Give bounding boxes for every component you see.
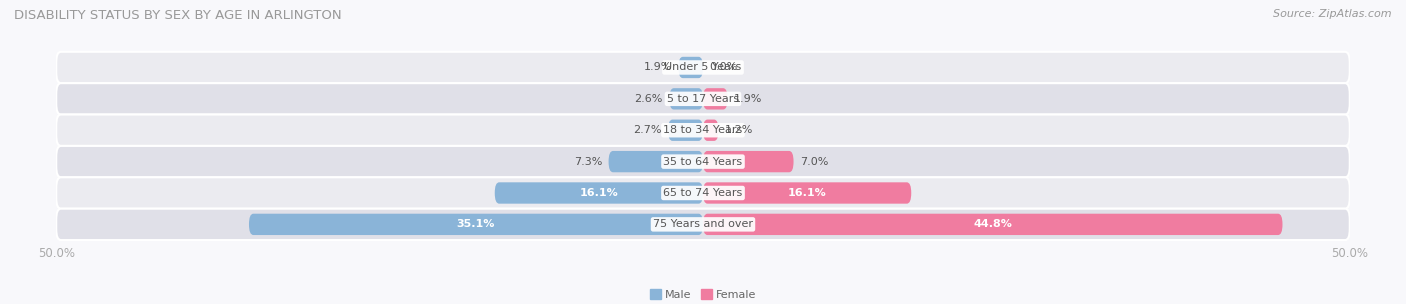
Text: 1.2%: 1.2% xyxy=(725,125,754,135)
FancyBboxPatch shape xyxy=(703,119,718,141)
Text: 18 to 34 Years: 18 to 34 Years xyxy=(664,125,742,135)
Text: 65 to 74 Years: 65 to 74 Years xyxy=(664,188,742,198)
Text: 0.0%: 0.0% xyxy=(710,62,738,72)
Text: Under 5 Years: Under 5 Years xyxy=(665,62,741,72)
FancyBboxPatch shape xyxy=(609,151,703,172)
FancyBboxPatch shape xyxy=(56,146,1350,177)
Text: 75 Years and over: 75 Years and over xyxy=(652,219,754,230)
Text: 5 to 17 Years: 5 to 17 Years xyxy=(666,94,740,104)
FancyBboxPatch shape xyxy=(56,177,1350,209)
FancyBboxPatch shape xyxy=(703,88,727,109)
Text: 7.0%: 7.0% xyxy=(800,157,828,167)
FancyBboxPatch shape xyxy=(703,182,911,204)
Text: 1.9%: 1.9% xyxy=(644,62,672,72)
FancyBboxPatch shape xyxy=(703,151,793,172)
Text: 35.1%: 35.1% xyxy=(457,219,495,230)
Text: 2.7%: 2.7% xyxy=(633,125,662,135)
Text: 16.1%: 16.1% xyxy=(579,188,619,198)
FancyBboxPatch shape xyxy=(679,57,703,78)
FancyBboxPatch shape xyxy=(249,214,703,235)
FancyBboxPatch shape xyxy=(56,209,1350,240)
Text: 1.9%: 1.9% xyxy=(734,94,762,104)
Text: 7.3%: 7.3% xyxy=(574,157,602,167)
FancyBboxPatch shape xyxy=(668,119,703,141)
Text: Source: ZipAtlas.com: Source: ZipAtlas.com xyxy=(1274,9,1392,19)
FancyBboxPatch shape xyxy=(669,88,703,109)
FancyBboxPatch shape xyxy=(495,182,703,204)
FancyBboxPatch shape xyxy=(56,83,1350,115)
Text: 2.6%: 2.6% xyxy=(634,94,662,104)
FancyBboxPatch shape xyxy=(56,52,1350,83)
Legend: Male, Female: Male, Female xyxy=(650,289,756,300)
FancyBboxPatch shape xyxy=(703,214,1282,235)
Text: DISABILITY STATUS BY SEX BY AGE IN ARLINGTON: DISABILITY STATUS BY SEX BY AGE IN ARLIN… xyxy=(14,9,342,22)
FancyBboxPatch shape xyxy=(56,115,1350,146)
Text: 35 to 64 Years: 35 to 64 Years xyxy=(664,157,742,167)
Text: 44.8%: 44.8% xyxy=(973,219,1012,230)
Text: 16.1%: 16.1% xyxy=(787,188,827,198)
